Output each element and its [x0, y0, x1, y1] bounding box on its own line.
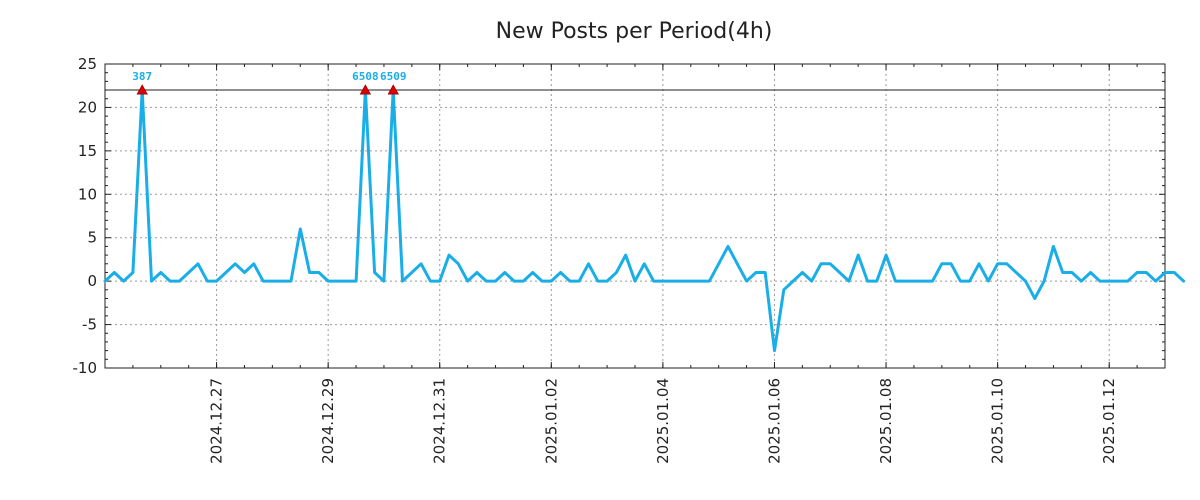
- y-tick-label: 10: [78, 185, 97, 203]
- plot-frame: [104, 63, 1166, 369]
- peak-label: 6509: [380, 70, 407, 83]
- y-tick-label: 0: [87, 272, 97, 290]
- series: [103, 88, 1186, 353]
- y-tick-label: 15: [78, 142, 97, 160]
- peak-marker: [136, 84, 148, 95]
- x-tick-label: 2025.01.12: [1100, 378, 1118, 464]
- annotations: 387 6508 6509: [132, 70, 407, 95]
- x-tick-label: 2025.01.08: [877, 378, 895, 464]
- peak-marker: [359, 84, 372, 95]
- axes: -10 -5 0 5 10 15 20 25 2024.12.27 2024.12.29 2024.…: [73, 55, 1166, 464]
- x-tick-label: 2025.01.10: [989, 378, 1007, 464]
- y-tick-label: 5: [87, 229, 97, 247]
- x-tick-label: 2025.01.04: [654, 378, 672, 464]
- peak-label: 387: [132, 70, 152, 83]
- y-tick-label: -10: [73, 359, 98, 377]
- x-tick-label: 2024.12.31: [431, 378, 449, 464]
- y-tick-label: -5: [82, 316, 97, 334]
- x-tick-label: 2025.01.06: [765, 378, 783, 464]
- x-tick-label: 2024.12.29: [319, 378, 337, 464]
- y-tick-label: 20: [78, 98, 97, 116]
- grid-lines: [105, 64, 1165, 368]
- x-tick-label: 2024.12.27: [208, 378, 226, 464]
- chart-title: New Posts per Period(4h): [496, 19, 773, 44]
- y-tick-label: 25: [78, 55, 97, 73]
- series-line: [103, 88, 1186, 353]
- x-tick-label: 2025.01.02: [542, 378, 560, 464]
- peak-label: 6508: [352, 70, 379, 83]
- peak-marker: [387, 84, 399, 95]
